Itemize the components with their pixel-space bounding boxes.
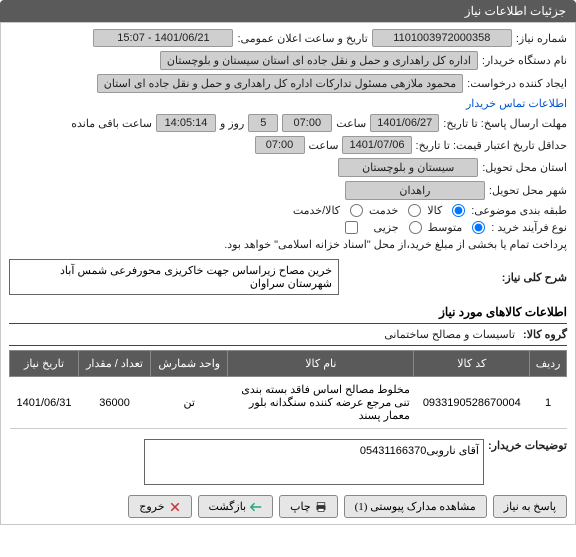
panel-title: جزئیات اطلاعات نیاز: [465, 4, 566, 18]
days-label: روز و: [220, 117, 244, 130]
col-idx: ردیف: [530, 351, 567, 377]
reply-button[interactable]: پاسخ به نیاز: [493, 495, 567, 518]
col-date: تاریخ نیاز: [10, 351, 79, 377]
remain-time: 14:05:14: [156, 114, 216, 132]
reply-button-label: پاسخ به نیاز: [504, 500, 556, 513]
cell-date: 1401/06/31: [10, 377, 79, 429]
buyer-label: نام دستگاه خریدار:: [482, 54, 567, 67]
cell-unit: تن: [151, 377, 228, 429]
items-section-title: اطلاعات کالاهای مورد نیاز: [9, 305, 567, 319]
cell-name: مخلوط مصالح اساس فاقد بسته بندی تنی مرجع…: [228, 377, 414, 429]
time-label-1: ساعت: [336, 117, 366, 130]
topic-goods-label: کالا: [427, 204, 442, 217]
cell-qty: 36000: [79, 377, 151, 429]
process-mid-label: متوسط: [428, 221, 463, 234]
payment-note: پرداخت تمام یا بخشی از مبلغ خرید،از محل …: [224, 238, 567, 251]
requester-value: محمود ملازهی مسئول تدارکات اداره کل راهد…: [97, 74, 463, 93]
city-label: شهر محل تحویل:: [489, 184, 567, 197]
cell-code: 0933190528670004: [414, 377, 530, 429]
topic-both-radio[interactable]: [350, 204, 363, 217]
process-mid-radio[interactable]: [472, 221, 485, 234]
topic-goods-radio[interactable]: [452, 204, 465, 217]
panel-body: شماره نیاز: 1101003972000358 تاریخ و ساع…: [0, 22, 576, 525]
comments-label: توضیحات خریدار:: [488, 439, 567, 452]
buyer-value: اداره کل راهداری و حمل و نقل جاده ای است…: [160, 51, 478, 70]
province-label: استان محل تحویل:: [482, 161, 567, 174]
validity-time: 07:00: [255, 136, 305, 154]
topic-service-radio[interactable]: [408, 204, 421, 217]
days-value: 5: [248, 114, 278, 132]
button-bar: پاسخ به نیاز مشاهده مدارک پیوستی (1) چاپ…: [9, 495, 567, 518]
process-label: نوع فرآیند خرید :: [491, 221, 567, 234]
process-minor-label: جزیی: [374, 221, 399, 234]
topic-service-label: خدمت: [369, 204, 398, 217]
remain-label: ساعت باقی مانده: [71, 117, 152, 130]
payment-checkbox[interactable]: [345, 221, 358, 234]
table-row: 1 0933190528670004 مخلوط مصالح اساس فاقد…: [10, 377, 567, 429]
cell-idx: 1: [530, 377, 567, 429]
time-label-2: ساعت: [309, 139, 339, 152]
announce-label: تاریخ و ساعت اعلان عمومی:: [237, 32, 367, 45]
group-value: تاسیسات و مصالح ساختمانی: [384, 328, 515, 341]
requester-label: ایجاد کننده درخواست:: [467, 77, 567, 90]
city-value: راهدان: [345, 181, 485, 200]
process-minor-radio[interactable]: [409, 221, 422, 234]
deadline-time: 07:00: [282, 114, 332, 132]
group-label: گروه کالا:: [523, 328, 567, 341]
back-button[interactable]: بازگشت: [198, 495, 274, 518]
panel-header: جزئیات اطلاعات نیاز: [0, 0, 576, 22]
desc-value: خرین مصاح زیراساس جهت خاکریزی محورفرعی ش…: [9, 259, 339, 295]
col-unit: واحد شمارش: [151, 351, 228, 377]
deadline-date: 1401/06/27: [370, 114, 439, 132]
back-button-label: بازگشت: [209, 500, 247, 513]
items-table: ردیف کد کالا نام کالا واحد شمارش تعداد /…: [9, 350, 567, 429]
province-value: سیستان و بلوچستان: [338, 158, 478, 177]
need-no-value: 1101003972000358: [372, 29, 512, 47]
exit-icon: [169, 501, 181, 513]
topic-both-label: کالا/خدمت: [293, 204, 340, 217]
topic-label: طبقه بندی موضوعی:: [471, 204, 567, 217]
desc-label: شرح کلی نیاز:: [502, 271, 567, 284]
validity-date: 1401/07/06: [342, 136, 411, 154]
contact-link[interactable]: اطلاعات تماس خریدار: [466, 97, 567, 110]
exit-button-label: خروج: [139, 500, 164, 513]
col-code: کد کالا: [414, 351, 530, 377]
comments-value: آقای ناروبی05431166370: [144, 439, 484, 485]
exit-button[interactable]: خروج: [128, 495, 191, 518]
need-no-label: شماره نیاز:: [516, 32, 567, 45]
validity-label: حداقل تاریخ اعتبار قیمت: تا تاریخ:: [416, 139, 567, 152]
announce-value: 1401/06/21 - 15:07: [93, 29, 233, 47]
print-button-label: چاپ: [290, 500, 311, 513]
print-icon: [315, 501, 327, 513]
print-button[interactable]: چاپ: [279, 495, 338, 518]
attachments-button-label: مشاهده مدارک پیوستی (1): [355, 500, 476, 513]
col-name: نام کالا: [228, 351, 414, 377]
col-qty: تعداد / مقدار: [79, 351, 151, 377]
deadline-label: مهلت ارسال پاسخ: تا تاریخ:: [443, 117, 567, 130]
attachments-button[interactable]: مشاهده مدارک پیوستی (1): [344, 495, 487, 518]
back-icon: [250, 501, 262, 513]
